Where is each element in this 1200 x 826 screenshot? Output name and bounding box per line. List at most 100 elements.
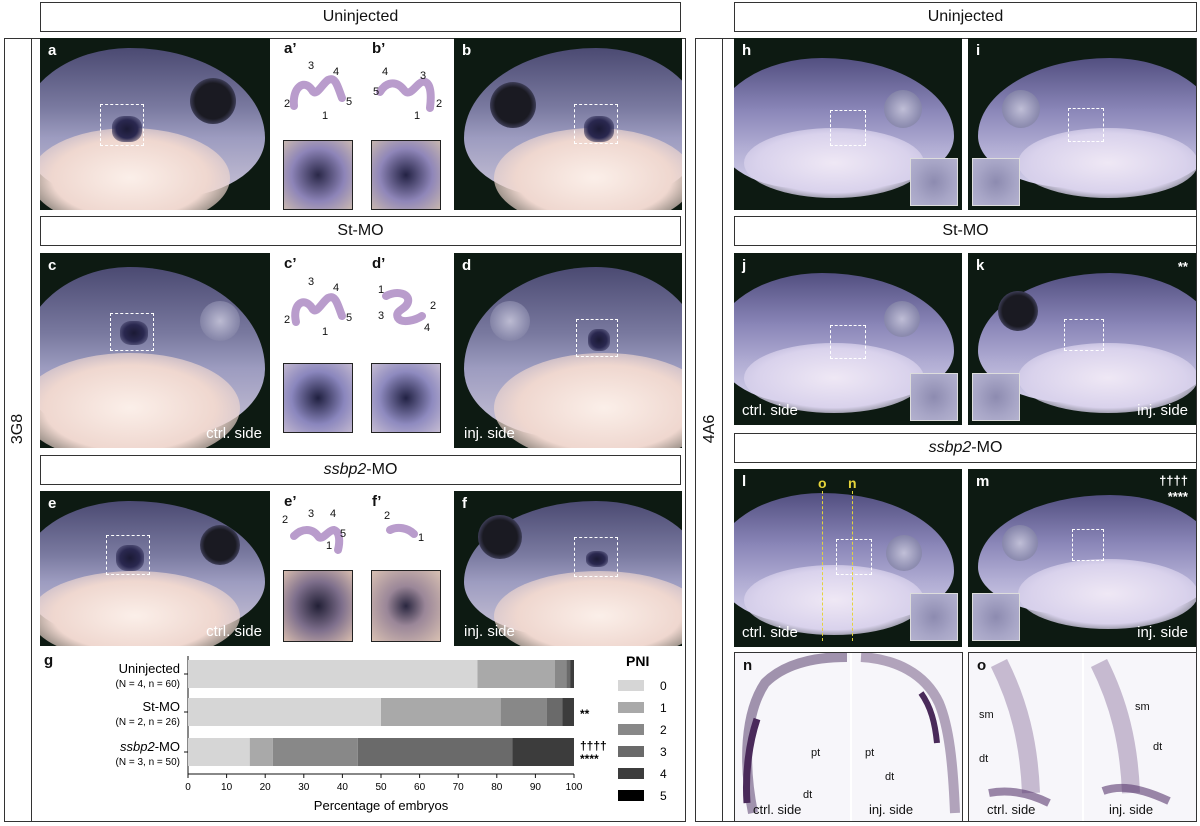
inset-b-prime xyxy=(371,140,441,210)
significance-label: †††† xyxy=(580,739,607,753)
num: 2 xyxy=(430,300,437,312)
legend-swatch xyxy=(618,790,644,801)
bar-segment xyxy=(249,738,273,766)
guide-line-o xyxy=(822,491,823,641)
num: 2 xyxy=(282,514,289,526)
num: 3 xyxy=(308,276,315,288)
legend-title: PNI xyxy=(626,653,649,669)
caption-inj-side: inj. side xyxy=(1109,802,1154,817)
bar-segment xyxy=(562,698,574,726)
legend-label: 3 xyxy=(660,745,667,759)
label-pt-left: pt xyxy=(811,747,821,759)
num: 1 xyxy=(322,326,329,338)
schematic-f-prime xyxy=(386,523,418,538)
panel-o: o sm dt sm dt ctrl. side inj. side xyxy=(968,652,1197,822)
caption-inj-side: inj. side xyxy=(464,623,515,640)
panel-letter-l: l xyxy=(742,473,747,490)
panel-letter-a: a xyxy=(48,42,57,59)
panel-letter-o: o xyxy=(977,657,987,674)
category-sub-label: (N = 3, n = 50) xyxy=(116,757,180,768)
label-dt-left: dt xyxy=(803,789,813,801)
legend-swatch xyxy=(618,680,644,691)
bar-segment xyxy=(512,738,574,766)
num: 2 xyxy=(384,510,391,522)
right-side-label: 4A6 xyxy=(701,414,718,444)
num: 3 xyxy=(378,310,385,322)
caption-ctrl-side: ctrl. side xyxy=(742,624,798,641)
caption-ctrl-side: ctrl. side xyxy=(742,402,798,419)
schematic-b-prime xyxy=(376,77,435,112)
legend-label: 5 xyxy=(660,789,667,803)
bar-segment xyxy=(500,698,547,726)
caption-inj-side: inj. side xyxy=(869,802,914,817)
caption-inj-side: inj. side xyxy=(1137,402,1188,419)
x-axis-label: Percentage of embryos xyxy=(314,798,449,813)
right-header-uninjected: Uninjected xyxy=(734,2,1197,32)
left-side-label: 3G8 xyxy=(9,413,26,445)
left-header-ssbp2: ssbp2 -MO xyxy=(40,455,681,485)
panel-letter-n: n xyxy=(743,657,753,674)
num: 5 xyxy=(346,96,353,108)
x-tick-label: 50 xyxy=(375,782,387,793)
panel-letter-i: i xyxy=(976,42,981,59)
panel-letter-d: d xyxy=(462,257,472,274)
x-tick-label: 10 xyxy=(221,782,233,793)
significance-k: ** xyxy=(1177,259,1188,274)
bar-segment xyxy=(566,660,571,688)
num: 3 xyxy=(308,508,315,520)
panel-letter-g: g xyxy=(44,652,54,669)
caption-ctrl-side: ctrl. side xyxy=(753,802,802,817)
left-frame xyxy=(4,38,686,822)
caption-ctrl-side: ctrl. side xyxy=(206,425,262,442)
label-dt-right: dt xyxy=(885,771,895,783)
legend-swatch xyxy=(618,768,644,779)
caption-inj-side: inj. side xyxy=(464,425,515,442)
legend-swatch xyxy=(618,702,644,713)
category-sub-label: (N = 4, n = 60) xyxy=(116,679,180,690)
num: 2 xyxy=(284,314,291,326)
bar-segment xyxy=(272,738,358,766)
panel-a: a xyxy=(40,38,270,210)
inset-f-prime xyxy=(371,570,441,642)
label-dt-right: dt xyxy=(1153,741,1163,753)
panel-letter-b-prime: b’ xyxy=(372,40,386,57)
num: 5 xyxy=(340,528,347,540)
x-tick-label: 80 xyxy=(491,782,503,793)
x-tick-label: 70 xyxy=(453,782,465,793)
legend-swatch xyxy=(618,746,644,757)
num: 1 xyxy=(418,532,425,544)
bar-segment xyxy=(188,738,250,766)
panel-letter-f-prime: f’ xyxy=(372,493,382,510)
legend-swatch xyxy=(618,724,644,735)
panel-letter-c-prime: c’ xyxy=(284,255,297,272)
num: 1 xyxy=(378,284,385,296)
num: 1 xyxy=(414,110,421,122)
guide-label-n: n xyxy=(848,475,857,491)
significance-m-stars: **** xyxy=(1167,489,1188,504)
x-tick-label: 0 xyxy=(185,782,191,793)
schematic-a-prime xyxy=(289,75,346,110)
num: 4 xyxy=(333,66,340,78)
bar-segment xyxy=(570,660,574,688)
num: 4 xyxy=(424,322,431,334)
bar-segment xyxy=(381,698,501,726)
pni-chart: Uninjected (N = 4, n = 60) St-MO (N = 2, n … xyxy=(116,653,667,813)
inset-e-prime xyxy=(283,570,353,642)
panel-j: j ctrl. side xyxy=(734,253,962,425)
panel-i: i xyxy=(968,38,1196,210)
schematic-c-prime xyxy=(291,293,346,326)
panel-letter-e: e xyxy=(48,495,57,512)
x-tick-label: 100 xyxy=(566,782,583,793)
x-tick-label: 90 xyxy=(530,782,542,793)
x-tick-label: 60 xyxy=(414,782,426,793)
num: 2 xyxy=(436,98,443,110)
panel-letter-h: h xyxy=(742,42,752,59)
caption-inj-side: inj. side xyxy=(1137,624,1188,641)
category-label: St-MO xyxy=(142,699,180,714)
category-label: Uninjected xyxy=(119,661,180,676)
significance-m-dagger: †††† xyxy=(1159,473,1188,488)
inset-d-prime xyxy=(371,363,441,433)
num: 5 xyxy=(373,86,380,98)
num: 1 xyxy=(326,540,333,552)
panel-k: k ** inj. side xyxy=(968,253,1196,425)
